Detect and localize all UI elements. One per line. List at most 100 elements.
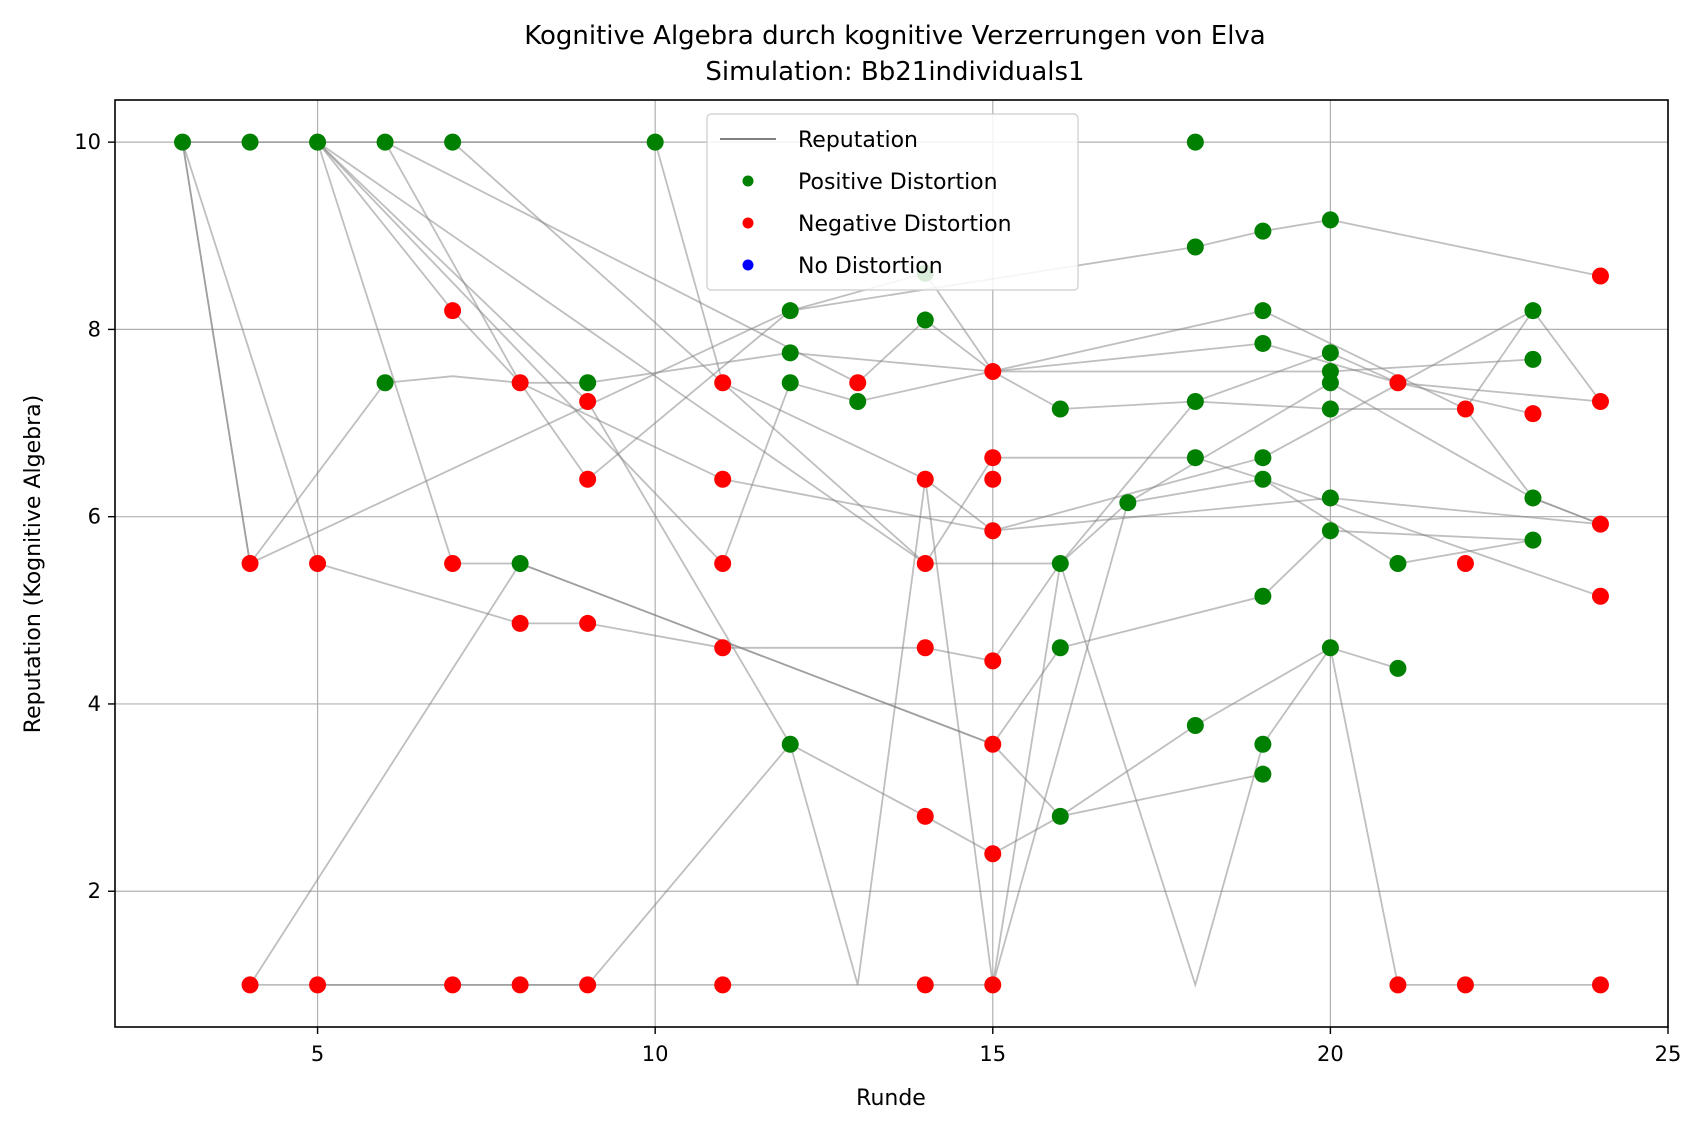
negative-distortion-point	[984, 652, 1002, 670]
positive-distortion-point	[1321, 489, 1339, 507]
legend-box	[706, 113, 1079, 291]
positive-distortion-point	[1321, 344, 1339, 362]
negative-distortion-point	[849, 374, 867, 392]
positive-distortion-point	[1186, 393, 1204, 411]
negative-distortion-point	[444, 555, 462, 572]
negative-distortion-point	[1456, 976, 1474, 994]
positive-distortion-point	[1524, 531, 1542, 549]
negative-distortion-point	[241, 555, 259, 572]
positive-distortion-point	[174, 133, 192, 151]
negative-distortion-point	[984, 735, 1002, 753]
positive-distortion-point	[1051, 639, 1069, 657]
positive-distortion-point	[1254, 765, 1272, 783]
positive-distortion-point	[1254, 470, 1272, 488]
negative-distortion-point	[579, 393, 597, 411]
positive-distortion-point	[1389, 555, 1407, 572]
y-tick-label: 10	[74, 130, 101, 154]
positive-distortion-point	[849, 393, 867, 411]
negative-distortion-point	[511, 374, 529, 392]
legend-label-positive: Positive Distortion	[798, 170, 998, 195]
positive-distortion-point	[1186, 238, 1204, 256]
positive-distortion-point	[1321, 639, 1339, 657]
x-tick-label: 15	[979, 1042, 1006, 1066]
y-axis-label: Reputation (Kognitive Algebra)	[21, 395, 46, 733]
positive-distortion-point	[1186, 449, 1204, 467]
axes-frame	[114, 99, 1669, 1028]
positive-distortion-point	[1254, 302, 1272, 320]
positive-distortion-point	[1524, 350, 1542, 368]
positive-distortion-point	[781, 374, 799, 392]
negative-distortion-point	[916, 639, 934, 657]
negative-distortion-point	[916, 807, 934, 825]
positive-distortion-point	[1321, 374, 1339, 392]
negative-distortion-point	[1456, 400, 1474, 418]
negative-distortion-point	[916, 555, 934, 572]
positive-distortion-point	[1186, 133, 1204, 151]
negative-distortion-point	[714, 976, 732, 994]
chart-subtitle: Simulation: Bb21individuals1	[705, 57, 1084, 87]
reputation-line	[250, 381, 1601, 986]
negative-distortion-point	[984, 522, 1002, 540]
negative-distortion-point	[1524, 405, 1542, 423]
negative-distortion-point	[1591, 976, 1609, 994]
chart-title: Kognitive Algebra durch kognitive Verzer…	[524, 21, 1266, 51]
positive-distortion-point	[1321, 400, 1339, 418]
negative-distortion-point	[714, 374, 732, 392]
negative-distortion-point	[984, 470, 1002, 488]
positive-distortion-point	[1051, 400, 1069, 418]
positive-distortion-point	[579, 374, 597, 392]
negative-distortion-point	[309, 555, 327, 572]
y-tick-label: 8	[88, 317, 101, 341]
x-tick-label: 5	[311, 1042, 324, 1066]
positive-distortion-point	[781, 302, 799, 320]
x-axis-label: Runde	[856, 1086, 926, 1111]
negative-distortion-point	[1389, 374, 1407, 392]
negative-distortion-point	[984, 845, 1002, 863]
legend-label-negative: Negative Distortion	[798, 212, 1012, 237]
positive-distortion-point	[1389, 659, 1407, 677]
negative-distortion-point	[984, 363, 1002, 381]
legend: Reputation Positive Distortion Negative …	[706, 113, 1079, 291]
positive-distortion-point	[646, 133, 664, 151]
ticks: 5 10 15 20 25 2 4 6 8 10	[74, 130, 1681, 1066]
positive-distortion-point	[511, 555, 529, 572]
data-points	[174, 133, 1609, 994]
positive-distortion-point	[1524, 302, 1542, 320]
reputation-line	[316, 141, 1601, 566]
positive-distortion-point	[781, 735, 799, 753]
positive-distortion-point	[916, 311, 934, 329]
positive-distortion-point	[1321, 522, 1339, 540]
negative-distortion-point	[984, 976, 1002, 994]
negative-distortion-point	[444, 302, 462, 320]
negative-distortion-point	[579, 614, 597, 632]
x-tick-label: 20	[1317, 1042, 1344, 1066]
negative-distortion-point	[984, 449, 1002, 467]
negative-distortion-point	[1591, 587, 1609, 605]
negative-distortion-point	[1456, 555, 1474, 572]
x-tick-label: 25	[1655, 1042, 1682, 1066]
positive-distortion-point	[241, 133, 259, 151]
negative-distortion-point	[241, 976, 259, 994]
legend-positive-marker	[742, 175, 754, 187]
legend-neutral-marker	[742, 259, 754, 271]
y-tick-label: 4	[88, 692, 101, 716]
negative-distortion-point	[579, 976, 597, 994]
positive-distortion-point	[1254, 334, 1272, 352]
positive-distortion-point	[376, 133, 394, 151]
negative-distortion-point	[1591, 393, 1609, 411]
negative-distortion-point	[916, 976, 934, 994]
positive-distortion-point	[1524, 489, 1542, 507]
positive-distortion-point	[1321, 211, 1339, 229]
negative-distortion-point	[916, 470, 934, 488]
positive-distortion-point	[1254, 222, 1272, 240]
legend-negative-marker	[742, 217, 754, 229]
negative-distortion-point	[511, 976, 529, 994]
positive-distortion-point	[1254, 449, 1272, 467]
reputation-line	[181, 141, 1534, 566]
positive-distortion-point	[376, 374, 394, 392]
negative-distortion-point	[714, 555, 732, 572]
negative-distortion-point	[1591, 515, 1609, 533]
negative-distortion-point	[444, 976, 462, 994]
reputation-line	[316, 141, 1602, 532]
